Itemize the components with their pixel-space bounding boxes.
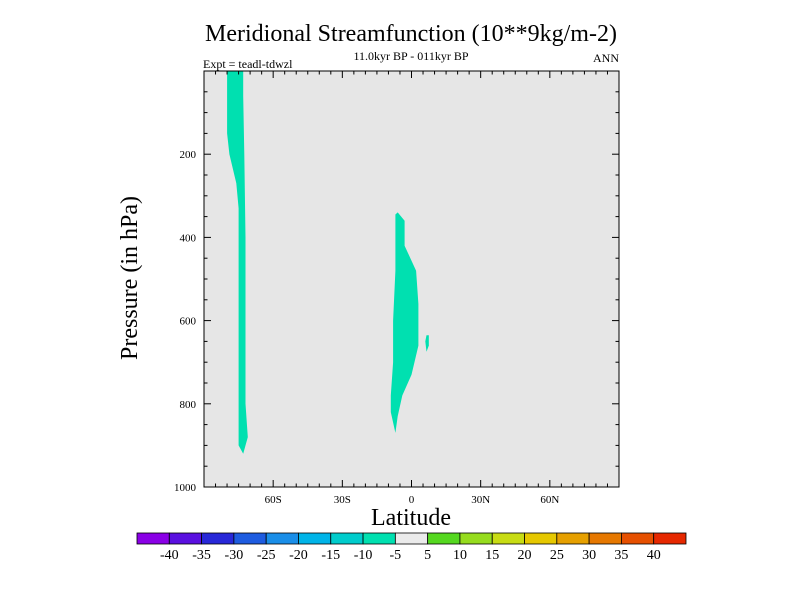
colorbar-swatch [491, 532, 525, 545]
x-axis-label: Latitude [371, 505, 451, 531]
y-tick-label: 200 [180, 149, 197, 161]
colorbar-label: -5 [390, 548, 402, 563]
colorbar-swatch [588, 532, 622, 545]
x-tick-label: 30S [334, 494, 351, 506]
colorbar-swatch [201, 532, 235, 545]
colorbar-label: -25 [257, 548, 276, 563]
colorbar-label: 40 [647, 548, 661, 563]
colorbar-label: -10 [354, 548, 373, 563]
chart-title: Meridional Streamfunction (10**9kg/m-2) [205, 21, 617, 47]
colorbar-swatch [653, 532, 687, 545]
colorbar-swatch [298, 532, 332, 545]
colorbar-label: 5 [424, 548, 431, 563]
colorbar-label: -30 [225, 548, 244, 563]
colorbar-swatch [265, 532, 299, 545]
x-tick-label: 60N [540, 494, 559, 506]
colorbar-swatch [168, 532, 202, 545]
x-tick-label: 0 [409, 494, 415, 506]
experiment-label: Expt = teadl-tdwzl [203, 57, 293, 71]
colorbar: -40 -35 -30 -25 -20 -15 -10 -5 5 10 15 20 25 30 35 40 [136, 532, 687, 563]
colorbar-label: 35 [614, 548, 628, 563]
colorbar-label: -35 [192, 548, 211, 563]
contour-tropical-cell [390, 212, 419, 433]
colorbar-label: 30 [582, 548, 596, 563]
colorbar-swatch [524, 532, 558, 545]
contour-southern-cell [227, 71, 248, 454]
season-label: ANN [593, 51, 619, 65]
colorbar-swatch [556, 532, 590, 545]
colorbar-swatch [330, 532, 364, 545]
x-tick-label: 60S [265, 494, 282, 506]
colorbar-swatch [362, 532, 396, 545]
colorbar-label: -15 [321, 548, 340, 563]
colorbar-label: 15 [485, 548, 499, 563]
colorbar-label: -40 [160, 548, 179, 563]
colorbar-swatch [136, 532, 170, 545]
axis-ticks: 60S 30S 0 30N 60N 200 400 600 800 1000 [174, 71, 620, 506]
colorbar-label: 25 [550, 548, 564, 563]
y-axis-label: Pressure (in hPa) [117, 196, 143, 360]
colorbar-label: -20 [289, 548, 308, 563]
y-tick-label: 600 [180, 316, 197, 328]
colorbar-swatch [459, 532, 493, 545]
colorbar-label: 10 [453, 548, 467, 563]
contour-regions [227, 71, 429, 454]
colorbar-swatch [233, 532, 267, 545]
colorbar-swatch [394, 532, 429, 545]
plot-area: 60S 30S 0 30N 60N 200 400 600 800 1000 [174, 70, 620, 506]
contour-small-patch [425, 335, 429, 352]
x-tick-label: 30N [471, 494, 490, 506]
chart-subtitle: 11.0kyr BP - 011kyr BP [353, 49, 468, 63]
y-tick-label: 800 [180, 399, 197, 411]
y-tick-label: 400 [180, 232, 197, 244]
colorbar-label: 20 [518, 548, 532, 563]
colorbar-swatch [427, 532, 461, 545]
colorbar-swatch [621, 532, 655, 545]
y-tick-label: 1000 [174, 482, 197, 494]
